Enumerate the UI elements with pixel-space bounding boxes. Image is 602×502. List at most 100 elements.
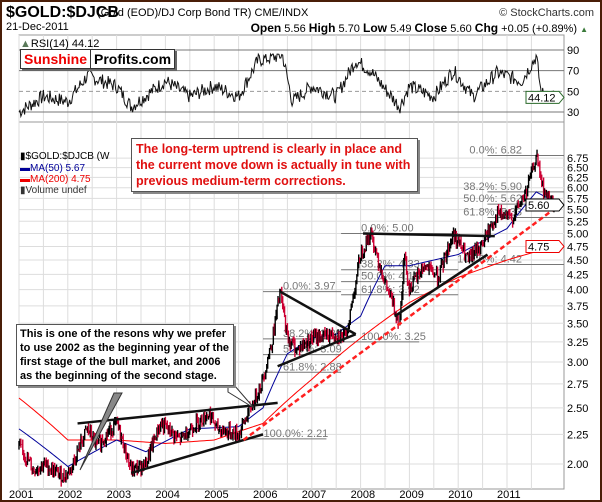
y-tick-label: 2.00 [567, 459, 588, 471]
close-value: 5.60 [450, 23, 472, 35]
dashed-trendline [242, 208, 555, 442]
x-tick-label: 2009 [399, 489, 423, 500]
y-tick-label: 4.50 [567, 255, 588, 267]
rsi-current-marker-value: 44.12 [528, 92, 556, 104]
rsi-tick-label: 90 [567, 45, 579, 57]
x-tick-label: 2007 [302, 489, 326, 500]
x-tick-label: 2001 [9, 489, 33, 500]
y-tick-label: 2.75 [567, 379, 588, 391]
fibonacci-label: 61.8%: 2.88 [283, 361, 342, 373]
trendline [363, 232, 495, 238]
x-tick-label: 2011 [497, 489, 521, 500]
trendline [279, 290, 357, 336]
x-tick-label: 2008 [351, 489, 375, 500]
y-tick-label: 5.00 [567, 229, 588, 241]
fibonacci-label: 61.8%: 5.33 [463, 206, 522, 218]
x-tick-label: 2005 [204, 489, 228, 500]
copyright: © StockCharts.com [499, 7, 594, 19]
y-tick-label: 4.25 [567, 269, 588, 281]
candlestick-icon: ▮ [20, 151, 26, 162]
y-tick-label: 3.50 [567, 318, 588, 330]
fibonacci-label: 38.2%: 5.90 [463, 181, 522, 193]
chg-label: Chg [474, 21, 499, 35]
chart-title: $GOLD:$DJCB [6, 4, 119, 21]
y-tick-label: 6.00 [567, 183, 588, 195]
y-tick-label: 3.25 [567, 337, 588, 349]
sunshine-profits-logo: Sunshine Profits.com [20, 49, 176, 69]
price-current-marker-value: 5.60 [528, 200, 549, 212]
annotation-stages: This is one of the resons why we prefer … [16, 324, 234, 386]
up-arrow-icon: ▲ [580, 25, 588, 34]
open-label: Open [250, 21, 282, 35]
y-tick-label: 5.25 [567, 216, 588, 228]
y-tick-label: 5.75 [567, 193, 588, 205]
rsi-current-marker [525, 90, 565, 104]
annotation-uptrend: The long-term uptrend is clearly in plac… [131, 138, 418, 192]
y-tick-label: 6.75 [567, 153, 588, 165]
y-tick-label: 6.50 [567, 163, 588, 175]
y-tick-label: 4.75 [567, 241, 588, 253]
trendline [394, 253, 489, 318]
legend-symbol: ▮$GOLD:$DJCB (W [20, 151, 109, 162]
fibonacci-label: 100.0%: 4.42 [457, 254, 522, 266]
low-value: 5.49 [390, 23, 412, 35]
legend-symbol-text: $GOLD:$DJCB (W [25, 151, 110, 162]
fibonacci-label: 100.0%: 3.25 [361, 331, 426, 343]
ma200-line-icon: ▬ [20, 174, 30, 185]
y-tick-label: 5.50 [567, 205, 588, 217]
ma200-marker [525, 239, 565, 253]
callout-pointer [79, 392, 123, 471]
y-tick-label: 3.00 [567, 357, 588, 369]
price-current-marker [525, 198, 565, 212]
trendline [130, 433, 264, 475]
y-tick-label: 6.25 [567, 172, 588, 184]
legend-ma50: ▬MA(50) 5.67 [20, 163, 85, 174]
high-value: 5.70 [338, 23, 360, 35]
y-tick-label: 3.75 [567, 301, 588, 313]
y-tick-label: 2.50 [567, 403, 588, 415]
chart-date: 21-Dec-2011 [6, 21, 69, 33]
fibonacci-label: 50.0%: 4.13 [361, 271, 420, 283]
ma200-marker-value: 4.75 [528, 241, 549, 253]
rsi-label-text: RSI(14) 44.12 [30, 38, 100, 50]
logo-part1: Sunshine [21, 50, 92, 68]
x-tick-label: 2010 [448, 489, 472, 500]
rsi-line [18, 52, 555, 119]
fibonacci-label: 0.0%: 3.97 [283, 281, 336, 293]
legend-ma50-text: MA(50) 5.67 [30, 163, 86, 174]
y-tick-label: 4.00 [567, 285, 588, 297]
high-label: High [308, 21, 336, 35]
fibonacci-label: 50.0%: 5.62 [463, 193, 522, 205]
ohlc-readout: Open 5.56 High 5.70 Low 5.49 Close 5.60 … [251, 21, 588, 35]
legend-ma200-text: MA(200) 4.75 [30, 174, 91, 185]
fibonacci-label: 38.2%: 4.33 [361, 259, 420, 271]
fibonacci-label: 61.8%: 3.92 [361, 284, 420, 296]
exchange: CME/INDX [254, 7, 309, 19]
x-tick-label: 2003 [107, 489, 131, 500]
fibonacci-label: 100.0%: 2.21 [263, 428, 328, 440]
ma50-line-icon: ▬ [20, 163, 30, 174]
close-label: Close [414, 21, 448, 35]
y-tick-label: 2.25 [567, 429, 588, 441]
low-label: Low [363, 21, 387, 35]
fibonacci-label: 0.0%: 6.82 [469, 144, 522, 156]
trendline [277, 333, 357, 368]
rsi-tick-label: 30 [567, 107, 579, 119]
x-tick-label: 2002 [58, 489, 82, 500]
rsi-label: ▲RSI(14) 44.12 [20, 38, 99, 50]
chart-subtitle: (Gold (EOD)/DJ Corp Bond TR) CME/INDX [97, 7, 308, 19]
legend-volume: ▮Volume undef [20, 185, 87, 196]
trendline [77, 401, 278, 425]
rsi-icon: ▲ [20, 38, 31, 50]
rsi-tick-label: 70 [567, 66, 579, 78]
legend-ma200: ▬MA(200) 4.75 [20, 174, 91, 185]
legend-volume-text: Volume undef [25, 185, 87, 196]
logo-part2: Profits.com [94, 51, 172, 67]
volume-icon: ▮ [20, 185, 26, 196]
subtitle: (Gold (EOD)/DJ Corp Bond TR) [97, 7, 252, 19]
fibonacci-label: 0.0%: 5.00 [361, 223, 414, 235]
x-tick-label: 2006 [253, 489, 277, 500]
chg-value: +0.05 (+0.89%) [501, 23, 578, 35]
